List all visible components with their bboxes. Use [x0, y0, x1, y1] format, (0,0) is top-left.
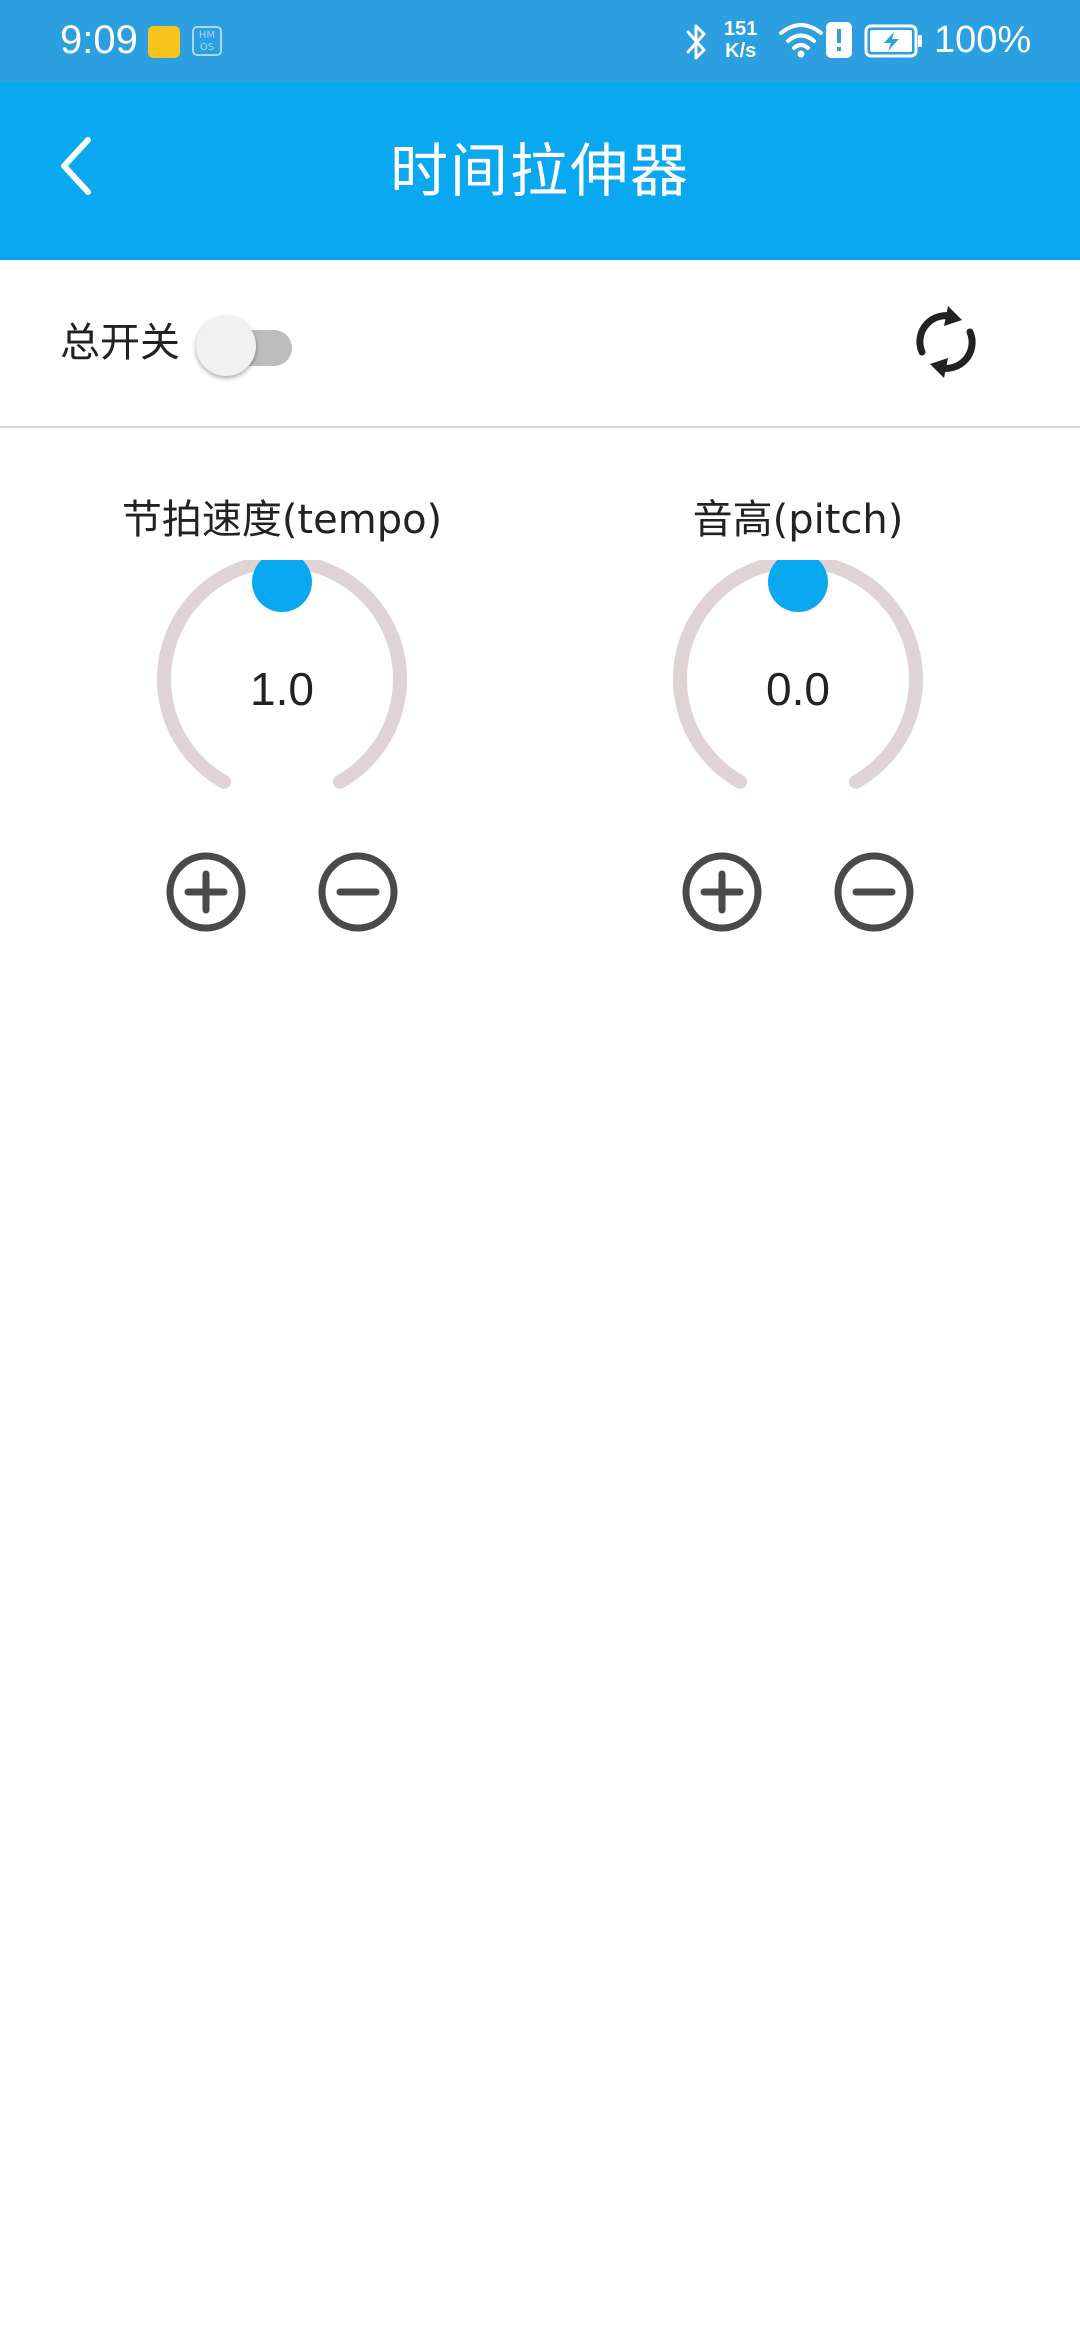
plus-circle-icon: [682, 852, 762, 932]
chevron-left-icon: [61, 137, 91, 195]
page-title: 时间拉伸器: [389, 137, 690, 205]
pitch-value: 0.0: [766, 663, 830, 715]
battery-charging-icon: [864, 24, 922, 58]
tempo-value: 1.0: [250, 663, 314, 715]
pitch-minus-button[interactable]: [832, 850, 916, 934]
tempo-label: 节拍速度(tempo): [121, 497, 443, 543]
hmos-icon: HM OS: [192, 26, 222, 56]
status-time: 9:09: [60, 18, 138, 62]
master-switch-thumb: [196, 316, 256, 376]
pitch-panel: 音高(pitch) 0.0: [588, 480, 1008, 960]
refresh-button[interactable]: [904, 300, 988, 384]
network-speed-unit: K/s: [725, 40, 757, 62]
pitch-plus-button[interactable]: [680, 850, 764, 934]
plus-circle-icon: [166, 852, 246, 932]
battery-percent: 100%: [934, 19, 1032, 61]
alert-icon: [826, 22, 852, 58]
bluetooth-icon: [686, 24, 706, 60]
notification-app-icon: [148, 26, 180, 58]
network-speed-value: 151: [724, 18, 758, 40]
pitch-dial-handle: [768, 560, 828, 612]
pitch-label: 音高(pitch): [692, 497, 904, 543]
tempo-dial[interactable]: [142, 560, 422, 840]
pitch-dial[interactable]: [658, 560, 938, 840]
status-bar: 9:09 HM OS 151 K/s 100%: [0, 0, 1080, 82]
tempo-dial-handle: [252, 560, 312, 612]
app-bar: 时间拉伸器: [0, 82, 1080, 260]
master-switch[interactable]: [196, 316, 296, 376]
controls-row: 总开关: [0, 260, 1080, 428]
network-speed: 151 K/s: [724, 18, 757, 62]
back-button[interactable]: [40, 126, 120, 206]
tempo-plus-button[interactable]: [164, 850, 248, 934]
tempo-panel: 节拍速度(tempo) 1.0: [72, 480, 492, 960]
tempo-minus-button[interactable]: [316, 850, 400, 934]
minus-circle-icon: [834, 852, 914, 932]
wifi-icon: [779, 23, 823, 58]
minus-circle-icon: [318, 852, 398, 932]
master-switch-label: 总开关: [60, 320, 180, 366]
